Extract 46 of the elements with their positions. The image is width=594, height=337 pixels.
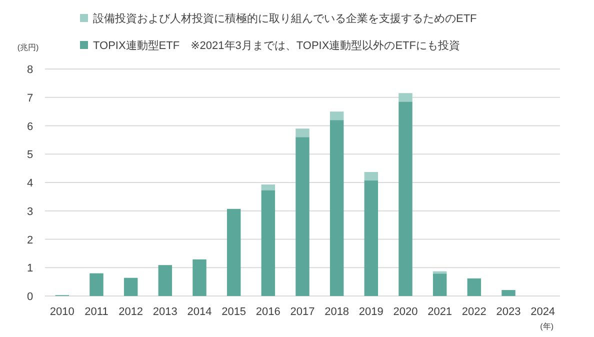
x-tick-label: 2019 [358, 306, 384, 318]
x-tick-label: 2016 [256, 306, 280, 318]
x-tick-label: 2013 [152, 306, 178, 318]
x-tick-label: 2021 [428, 306, 452, 318]
y-tick-label: 8 [26, 64, 34, 76]
x-tick-label: 2018 [324, 306, 350, 318]
bar [226, 208, 241, 296]
bar [467, 278, 482, 296]
bar [261, 184, 276, 190]
y-tick-label: 2 [26, 234, 34, 246]
bar [364, 180, 378, 296]
x-tick-label: 2015 [222, 306, 246, 318]
bar [90, 273, 104, 296]
x-tick-label: 2020 [393, 306, 418, 318]
y-tick-label: 1 [26, 262, 34, 275]
y-tick-label: 4 [26, 178, 34, 190]
bar [364, 172, 378, 181]
bar [330, 112, 344, 120]
bar [296, 128, 310, 138]
x-axis-title: (年) [540, 322, 554, 331]
x-tick-label: 2023 [496, 306, 521, 318]
x-tick-label: 2012 [118, 306, 144, 318]
bar [124, 278, 138, 296]
y-tick-label: 0 [26, 291, 34, 303]
x-tick-label: 2014 [187, 306, 212, 318]
x-tick-label: 2024 [530, 306, 556, 318]
y-axis-title: (兆円) [17, 43, 39, 52]
legend-label: TOPIX連動型ETF ※2021年3月までは、TOPIX連動型以外のETFにも投資 [93, 39, 460, 52]
bar [192, 259, 206, 296]
bar [261, 190, 276, 296]
legend-label: 設備投資および人材投資に積極的に取り組んでいる企業を支援するためのETF [93, 12, 478, 25]
y-tick-label: 5 [26, 149, 34, 162]
y-tick-label: 6 [26, 120, 34, 133]
x-tick-label: 2022 [462, 306, 486, 318]
bar [398, 102, 412, 296]
x-tick-label: 2017 [290, 306, 315, 318]
bar [296, 137, 310, 296]
x-tick-label: 2011 [84, 306, 108, 318]
bar [330, 120, 344, 296]
bar [432, 274, 447, 296]
bar [398, 93, 412, 102]
x-tick-label: 2010 [50, 306, 74, 318]
bar [158, 265, 172, 296]
bar [502, 290, 516, 296]
y-tick-label: 3 [26, 206, 34, 218]
y-tick-label: 7 [26, 92, 34, 104]
